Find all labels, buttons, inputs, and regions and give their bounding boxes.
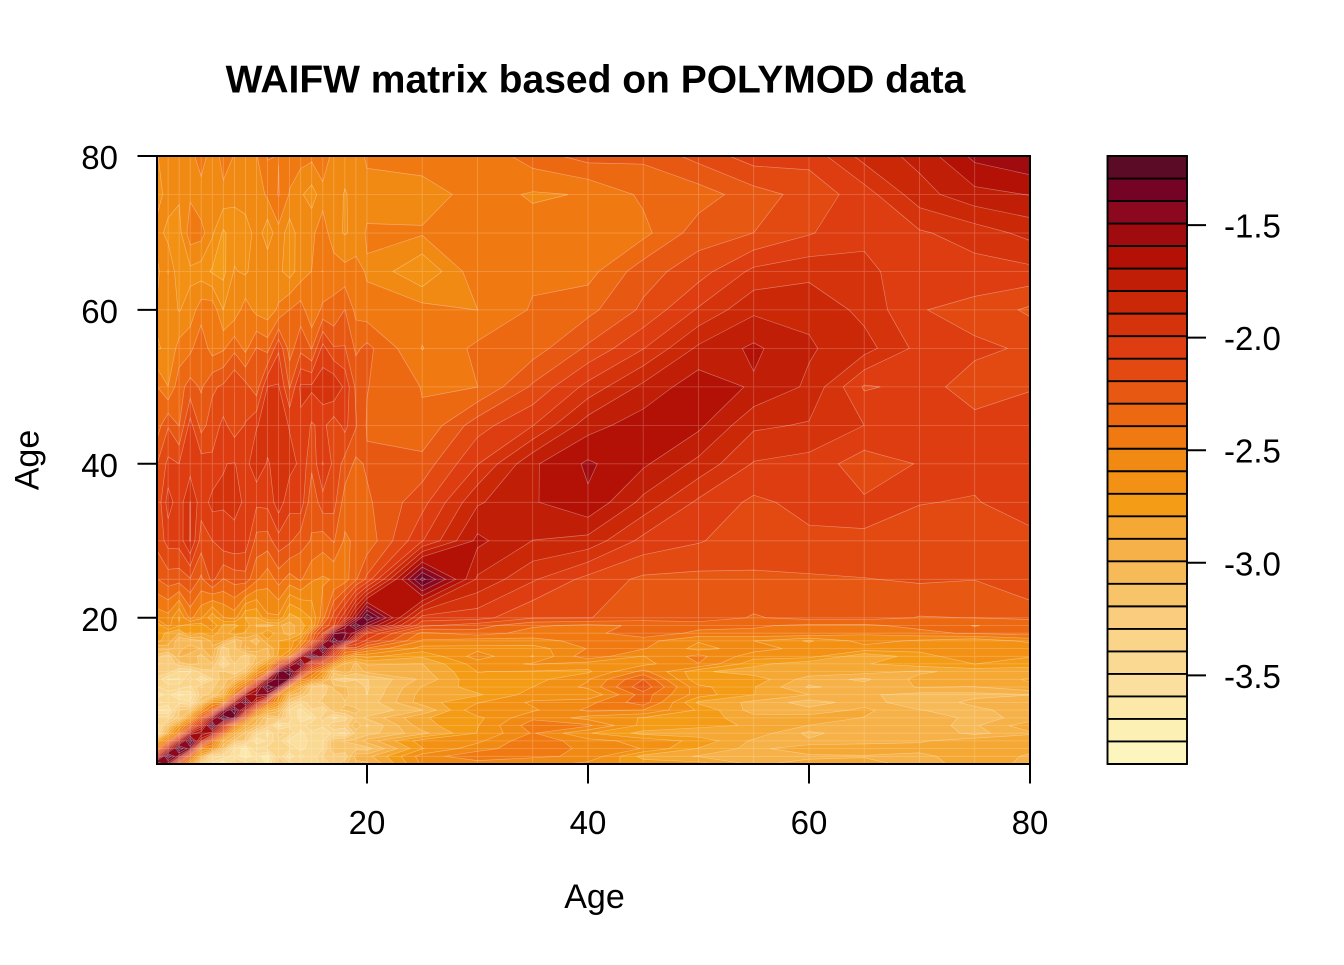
svg-text:20: 20 [349, 804, 386, 841]
svg-text:Age: Age [9, 430, 47, 491]
svg-text:60: 60 [81, 293, 118, 330]
svg-text:-2.0: -2.0 [1224, 320, 1281, 357]
svg-text:40: 40 [570, 804, 607, 841]
svg-text:40: 40 [81, 447, 118, 484]
svg-text:-1.5: -1.5 [1224, 208, 1281, 245]
svg-text:-2.5: -2.5 [1224, 433, 1281, 470]
svg-text:WAIFW matrix based on POLYMOD: WAIFW matrix based on POLYMOD data [226, 59, 966, 102]
svg-text:-3.5: -3.5 [1224, 658, 1281, 695]
svg-text:60: 60 [791, 804, 828, 841]
svg-text:80: 80 [81, 139, 118, 176]
svg-text:20: 20 [81, 601, 118, 638]
svg-text:80: 80 [1012, 804, 1049, 841]
svg-text:-3.0: -3.0 [1224, 545, 1281, 582]
svg-text:Age: Age [564, 878, 625, 916]
